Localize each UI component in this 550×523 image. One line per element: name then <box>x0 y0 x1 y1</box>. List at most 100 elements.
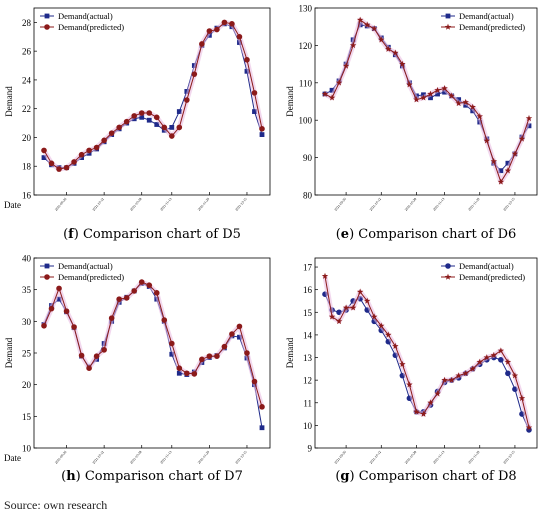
chart-caption: (g) Comparison chart of D8 <box>335 469 516 484</box>
x-tick-label: 2021-10-28 <box>404 197 417 212</box>
series-line <box>43 21 263 170</box>
data-point <box>511 150 519 157</box>
data-point <box>435 91 440 97</box>
data-point <box>169 124 175 130</box>
data-point <box>86 147 92 154</box>
data-point <box>356 288 364 295</box>
data-point <box>434 390 441 397</box>
series-line <box>324 19 530 184</box>
series-line <box>43 23 263 169</box>
data-point <box>63 164 70 171</box>
y-tick-label: 100 <box>299 116 313 126</box>
data-point <box>329 87 335 93</box>
data-point <box>78 151 85 158</box>
data-point <box>146 282 153 289</box>
data-point <box>349 42 357 49</box>
y-tick-label: 28 <box>22 18 32 28</box>
data-point <box>153 114 160 121</box>
data-point <box>48 160 55 167</box>
x-tick-label: 2021-11-29 <box>467 450 480 465</box>
data-point <box>385 331 392 338</box>
data-point <box>392 342 399 349</box>
y-axis-label: Demand <box>4 337 14 368</box>
data-point <box>349 304 357 311</box>
data-point <box>497 178 505 185</box>
data-point <box>259 425 265 431</box>
data-point <box>511 372 519 379</box>
x-tick-label: 2021-11-13 <box>159 450 172 465</box>
data-point <box>176 365 183 372</box>
data-point <box>184 97 190 103</box>
y-tick-label: 120 <box>299 41 313 51</box>
data-point <box>199 356 205 363</box>
data-point <box>518 135 526 142</box>
series-actual <box>41 21 265 171</box>
data-point <box>428 95 433 101</box>
data-point <box>108 130 115 136</box>
legend-swatch-marker <box>44 263 50 269</box>
plot-frame <box>314 7 538 196</box>
plot-frame <box>314 257 538 449</box>
x-axis-label: Date <box>4 200 21 210</box>
y-tick-label: 15 <box>303 308 313 318</box>
x-tick-label: 2021-11-29 <box>197 197 210 212</box>
y-tick-label: 16 <box>22 191 32 201</box>
data-point <box>93 144 100 151</box>
x-tick-label: 2021-10-28 <box>129 450 142 465</box>
y-tick-label: 22 <box>22 104 31 114</box>
y-tick-label: 16 <box>303 285 313 295</box>
data-point <box>490 157 498 165</box>
series-halo <box>41 279 265 408</box>
data-point <box>71 324 77 330</box>
data-point <box>116 124 122 131</box>
data-point <box>385 45 392 52</box>
data-point <box>448 92 455 99</box>
data-point <box>525 114 533 122</box>
x-tick-label: 2021-11-13 <box>432 197 445 212</box>
data-point <box>259 132 265 137</box>
x-tick-label: 2021-10-12 <box>92 197 105 212</box>
data-point <box>259 404 265 410</box>
series-halo <box>41 19 265 172</box>
y-tick-label: 90 <box>303 153 313 163</box>
data-point <box>229 21 235 27</box>
legend-swatch-marker <box>445 13 451 19</box>
legend-entry: Demand(actual) <box>58 11 113 21</box>
data-point <box>191 371 198 377</box>
chart-d5: 16 18 20 22 24 26 28 2021-09-26 2021-10-12 2021-1… <box>4 7 271 242</box>
x-tick-label: 2021-10-12 <box>369 450 382 465</box>
series-line <box>43 282 263 428</box>
x-tick-label: 2021-10-12 <box>369 197 382 212</box>
chart-d6: 80 90 100 110 120 130 2021-09-26 2021-10-12 2021… <box>285 4 538 242</box>
chart-caption: (e) Comparison chart of D6 <box>336 227 517 242</box>
series-predicted <box>321 16 533 185</box>
data-point <box>214 353 220 359</box>
data-point <box>101 347 107 353</box>
data-point <box>259 126 265 132</box>
data-point <box>406 81 413 88</box>
y-tick-label: 30 <box>22 317 32 327</box>
data-point <box>518 394 526 401</box>
y-tick-label: 110 <box>299 78 313 88</box>
legend-entry: Demand(predicted) <box>459 22 525 32</box>
data-point <box>41 155 47 160</box>
y-axis-label: Demand <box>285 86 295 117</box>
y-tick-label: 25 <box>22 349 32 359</box>
data-point <box>161 124 168 131</box>
legend: Demand(actual)Demand(predicted) <box>40 11 124 32</box>
legend-entry: Demand(actual) <box>58 261 113 271</box>
data-point <box>321 272 329 279</box>
data-point <box>41 147 47 154</box>
data-point <box>138 279 145 285</box>
data-point <box>420 410 427 417</box>
data-point <box>41 322 47 329</box>
data-point <box>236 323 243 330</box>
y-tick-label: 35 <box>22 285 32 295</box>
data-point <box>490 351 498 359</box>
x-tick-label: 2021-10-28 <box>404 450 417 465</box>
data-point <box>101 137 107 144</box>
data-point <box>176 124 183 131</box>
data-point <box>399 60 406 67</box>
data-point <box>363 21 371 28</box>
data-point <box>48 305 55 312</box>
